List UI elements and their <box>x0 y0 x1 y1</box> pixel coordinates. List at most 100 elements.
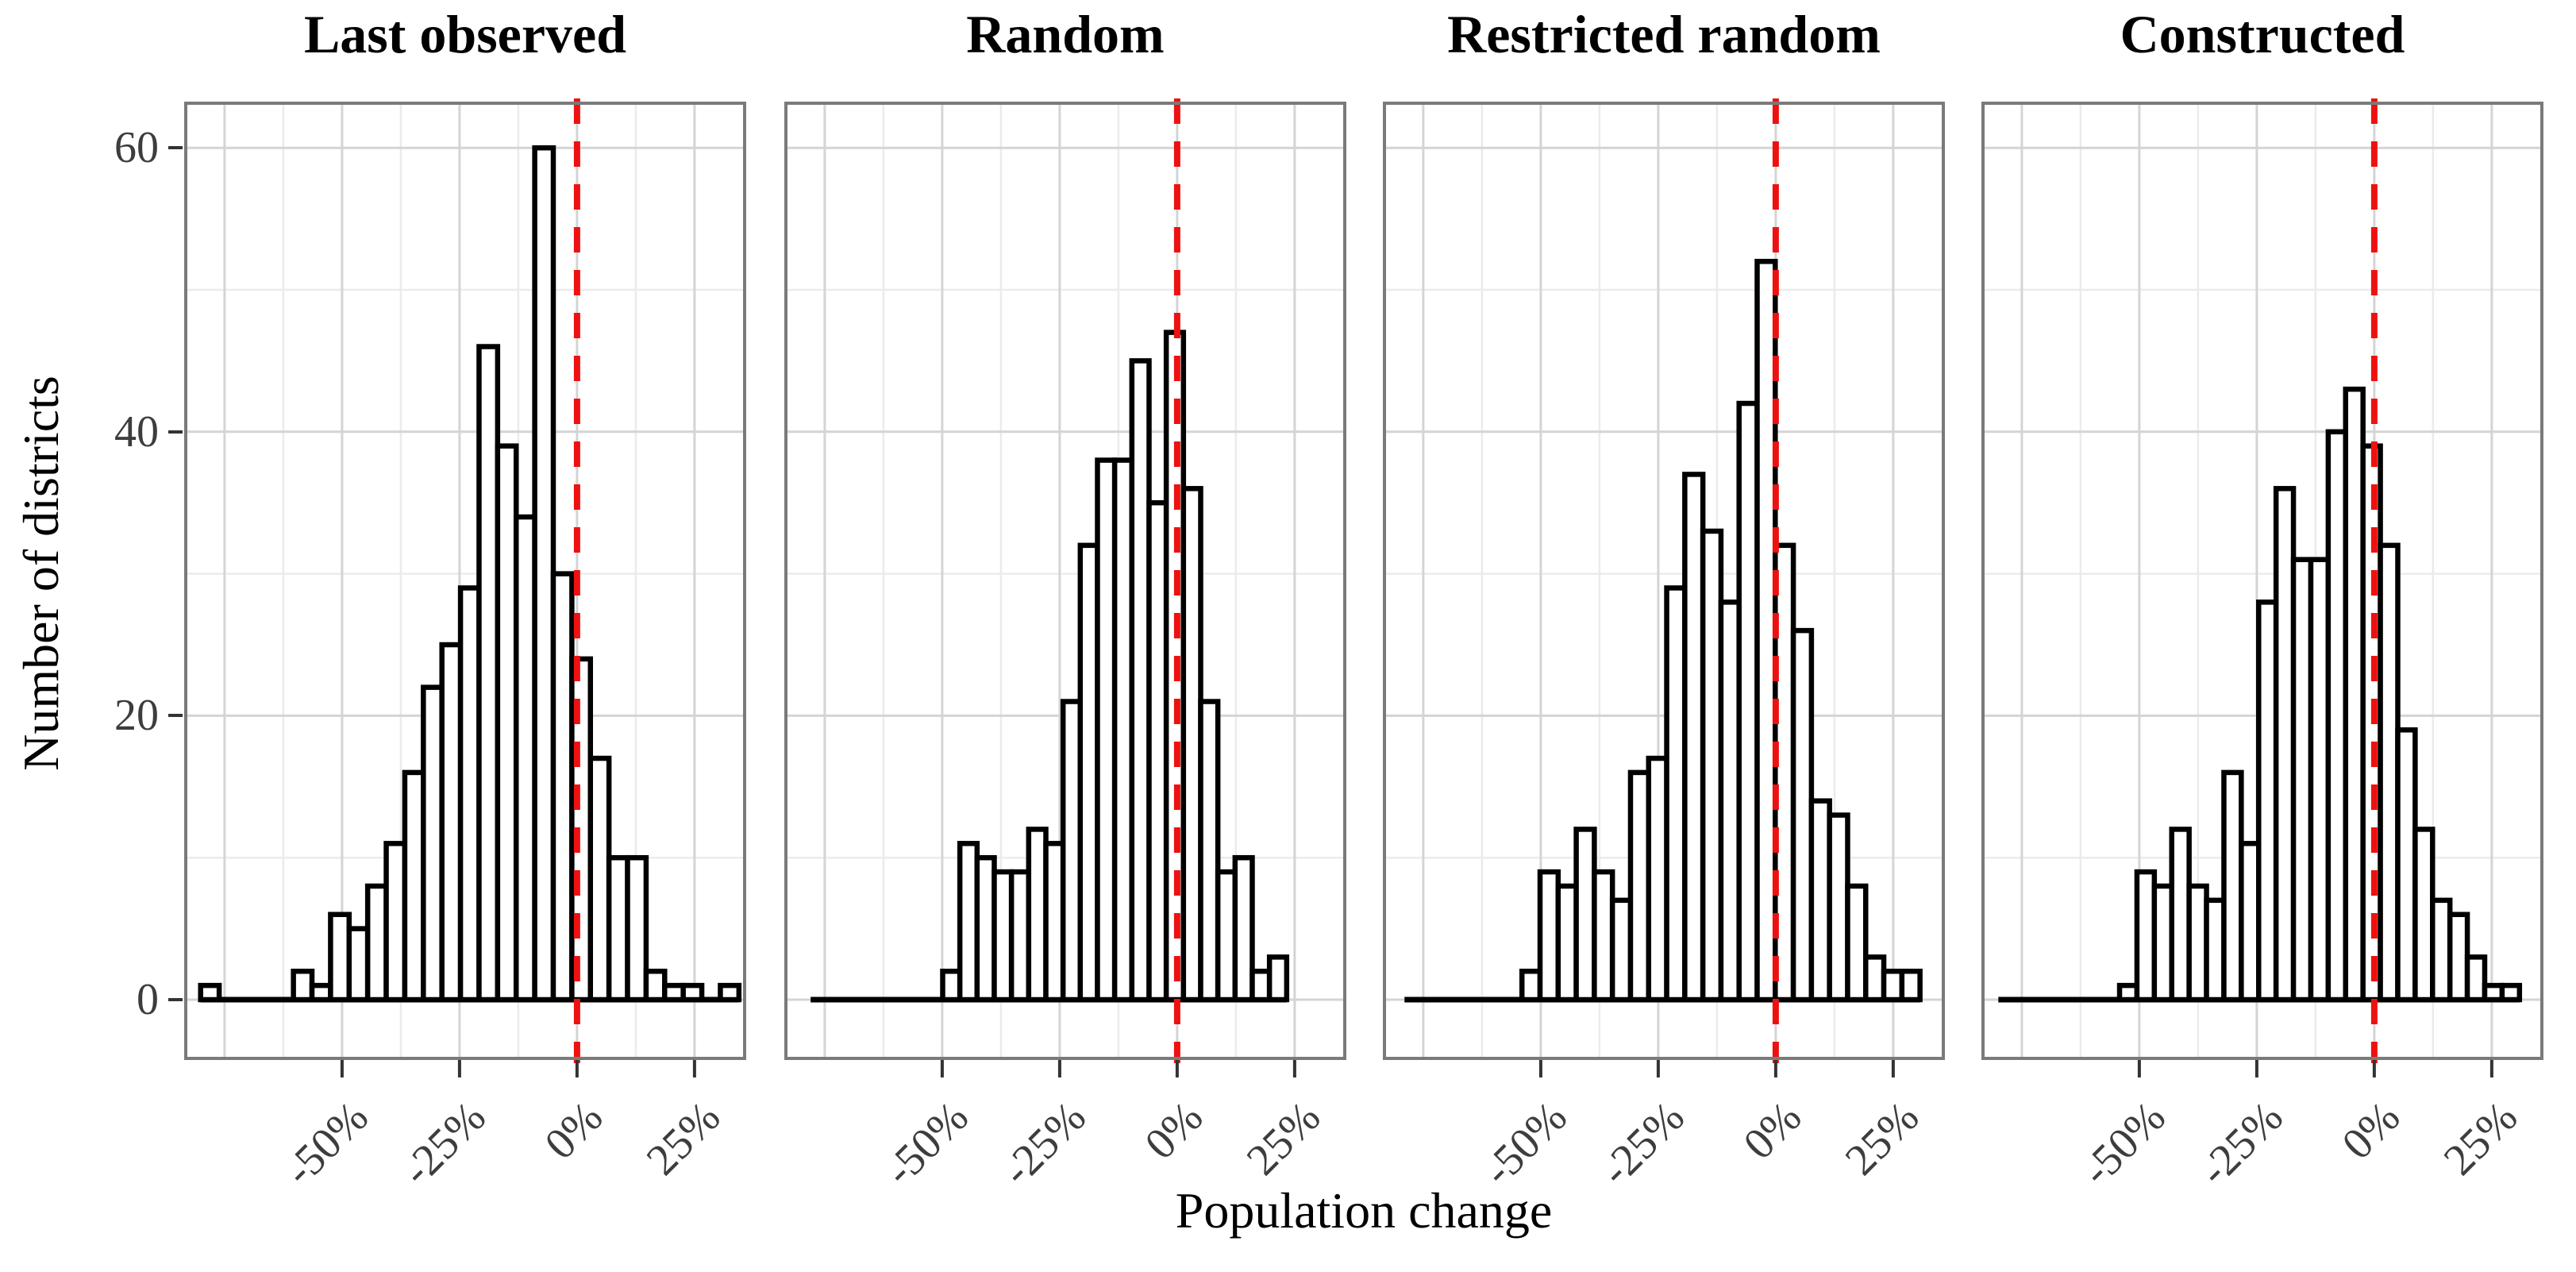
panel-border <box>1981 102 2543 1060</box>
histogram-bar <box>2395 727 2418 1003</box>
histogram-bar <box>1232 854 1255 1003</box>
histogram-svg <box>184 98 746 1077</box>
histogram-bar <box>1180 486 1203 1003</box>
histogram-bar <box>383 841 408 1003</box>
histogram-bar <box>587 755 612 1003</box>
histogram-bar <box>2256 599 2279 1003</box>
x-tick-label: 25% <box>637 1092 730 1185</box>
histogram-bar <box>1249 968 1273 1003</box>
x-tick-label: -50% <box>274 1092 378 1196</box>
y-tick-label-20: 20 <box>114 691 159 741</box>
x-tick-label: -25% <box>992 1092 1095 1196</box>
histogram-bar <box>1198 699 1221 1003</box>
panel-border <box>184 102 746 1060</box>
y-axis-tick-mark <box>168 430 183 434</box>
y-tick-label-60: 60 <box>114 123 159 173</box>
facet-title-restricted-random: Restricted random <box>1447 4 1881 64</box>
histogram-bar <box>1592 869 1615 1003</box>
histogram-bar <box>2204 897 2227 1003</box>
x-tick-label: -50% <box>874 1092 978 1196</box>
histogram-bar <box>2325 429 2349 1003</box>
histogram-bar <box>1555 883 1579 1003</box>
histogram-bar <box>2151 883 2174 1003</box>
histogram-bar <box>309 982 333 1003</box>
histogram-bar <box>1627 769 1652 1003</box>
facet-title-random: Random <box>966 4 1165 64</box>
x-tick-label: -50% <box>2071 1092 2175 1196</box>
histogram-bar <box>328 912 352 1003</box>
histogram-bar <box>1863 954 1887 1003</box>
histogram-bar <box>1609 897 1634 1003</box>
histogram-bar <box>1519 968 1543 1003</box>
histogram-bar <box>2116 982 2140 1003</box>
facet-title-constructed: Constructed <box>2120 4 2405 64</box>
histogram-bar <box>1827 812 1850 1003</box>
histogram-bar <box>364 883 389 1003</box>
x-tick-label: -25% <box>391 1092 495 1196</box>
histogram-bar <box>1537 869 1561 1003</box>
histogram-bar <box>718 982 742 1003</box>
histogram-bar <box>532 145 556 1003</box>
histogram-bar <box>2343 386 2366 1003</box>
histogram-bar <box>2134 869 2158 1003</box>
histogram-bar <box>198 982 222 1003</box>
histogram-bar <box>2430 897 2453 1003</box>
histogram-bar <box>2482 982 2505 1003</box>
histogram-bar <box>550 571 575 1003</box>
y-tick-label-0: 0 <box>137 975 159 1024</box>
y-axis-tick-mark <box>168 714 183 718</box>
histogram-bar <box>680 982 705 1003</box>
x-tick-label: 0% <box>2332 1092 2410 1170</box>
x-axis-title: Population change <box>1175 1182 1553 1239</box>
y-axis-tick-mark <box>168 146 183 150</box>
x-tick-label: 25% <box>1835 1092 1929 1185</box>
histogram-bar <box>2378 542 2401 1003</box>
panel-border <box>1383 102 1945 1060</box>
facet-panel-constructed: -50% -25% 0% 25% <box>1981 98 2543 1195</box>
histogram-bar <box>513 514 537 1003</box>
histogram-bar <box>1700 528 1724 1003</box>
histogram-bar <box>439 642 464 1003</box>
x-tick-label: 25% <box>2434 1092 2528 1185</box>
histogram-bar <box>421 684 445 1003</box>
histogram-bar <box>2169 827 2192 1003</box>
y-axis-tick-mark <box>168 998 183 1001</box>
histogram-bar <box>1790 627 1815 1003</box>
x-tick-label: 0% <box>1135 1092 1213 1170</box>
histogram-bar <box>457 585 482 1003</box>
facet-panel-random: -50% -25% 0% 25% <box>784 98 1346 1195</box>
histogram-bar <box>2186 883 2209 1003</box>
panel-border <box>784 102 1346 1060</box>
histogram-bar <box>1845 883 1869 1003</box>
histogram-bar <box>2308 557 2331 1003</box>
histogram-bar <box>643 968 668 1003</box>
histogram-bar <box>2221 769 2244 1003</box>
histogram-bar <box>1736 400 1760 1003</box>
histogram-bar <box>1808 798 1832 1003</box>
histogram-bar <box>1664 585 1688 1003</box>
x-tick-label: 25% <box>1237 1092 1330 1185</box>
histogram-bar <box>2447 912 2470 1003</box>
histogram-bar <box>2290 557 2314 1003</box>
x-tick-label: -25% <box>2189 1092 2293 1196</box>
histogram-bar <box>2273 486 2297 1003</box>
histogram-bar <box>606 854 630 1003</box>
histogram-bar <box>1718 599 1742 1003</box>
histogram-bar <box>402 769 426 1003</box>
histogram-bar <box>1573 827 1597 1003</box>
histogram-bar <box>495 443 519 1003</box>
histogram-bar <box>1266 954 1290 1003</box>
facet-panel-last-observed: -50% -25% 0% 25% <box>184 98 746 1195</box>
histogram-bar <box>346 926 371 1003</box>
histogram-bar <box>1646 755 1669 1003</box>
facet-title-last-observed: Last observed <box>303 4 627 64</box>
histogram-bar <box>625 854 649 1003</box>
facet-panel-restricted-random: -50% -25% 0% 25% <box>1383 98 1945 1195</box>
histogram-bar <box>291 968 315 1003</box>
histogram-svg <box>1981 98 2543 1077</box>
histogram-bar <box>2239 841 2262 1003</box>
histogram-bar <box>1754 258 1778 1003</box>
histogram-bar <box>2499 982 2523 1003</box>
y-tick-label-40: 40 <box>114 407 159 457</box>
